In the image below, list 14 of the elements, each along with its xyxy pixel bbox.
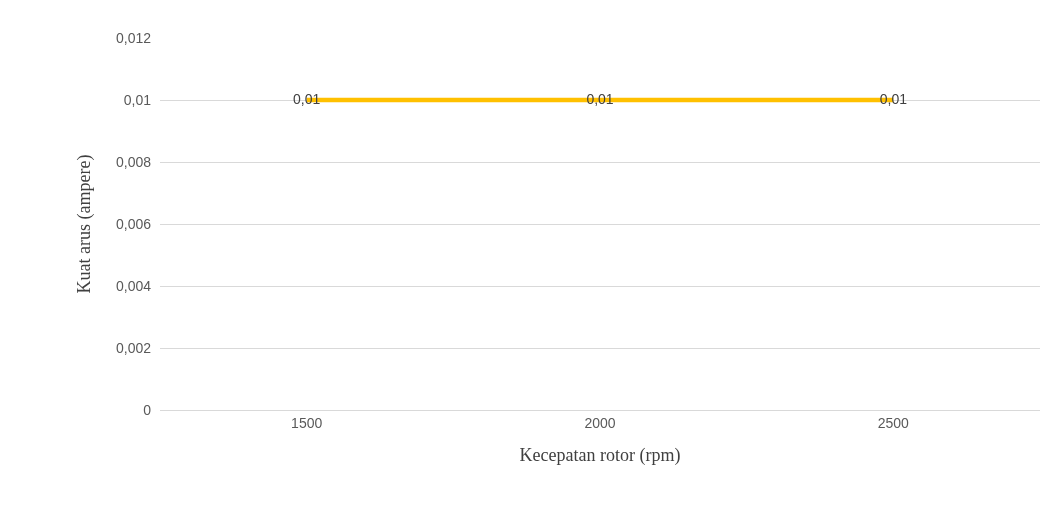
data-label: 0,01 — [879, 90, 908, 107]
x-axis-title: Kecepatan rotor (rpm) — [519, 444, 681, 466]
y-tick-label: 0,01 — [123, 91, 152, 108]
y-tick-label: 0,002 — [115, 339, 152, 356]
y-tick-label: 0,008 — [115, 153, 152, 170]
x-tick-label: 2000 — [584, 414, 616, 431]
x-tick-label: 2500 — [877, 414, 910, 431]
y-tick-label: 0 — [143, 401, 152, 418]
y-axis-title: Kuat arus (ampere) — [74, 154, 96, 294]
data-label: 0,01 — [293, 90, 321, 107]
y-tick-label: 0,012 — [115, 29, 152, 46]
y-tick-label: 0,006 — [115, 215, 152, 232]
y-tick-label: 0,004 — [115, 277, 152, 294]
x-tick-label: 1500 — [291, 414, 323, 431]
